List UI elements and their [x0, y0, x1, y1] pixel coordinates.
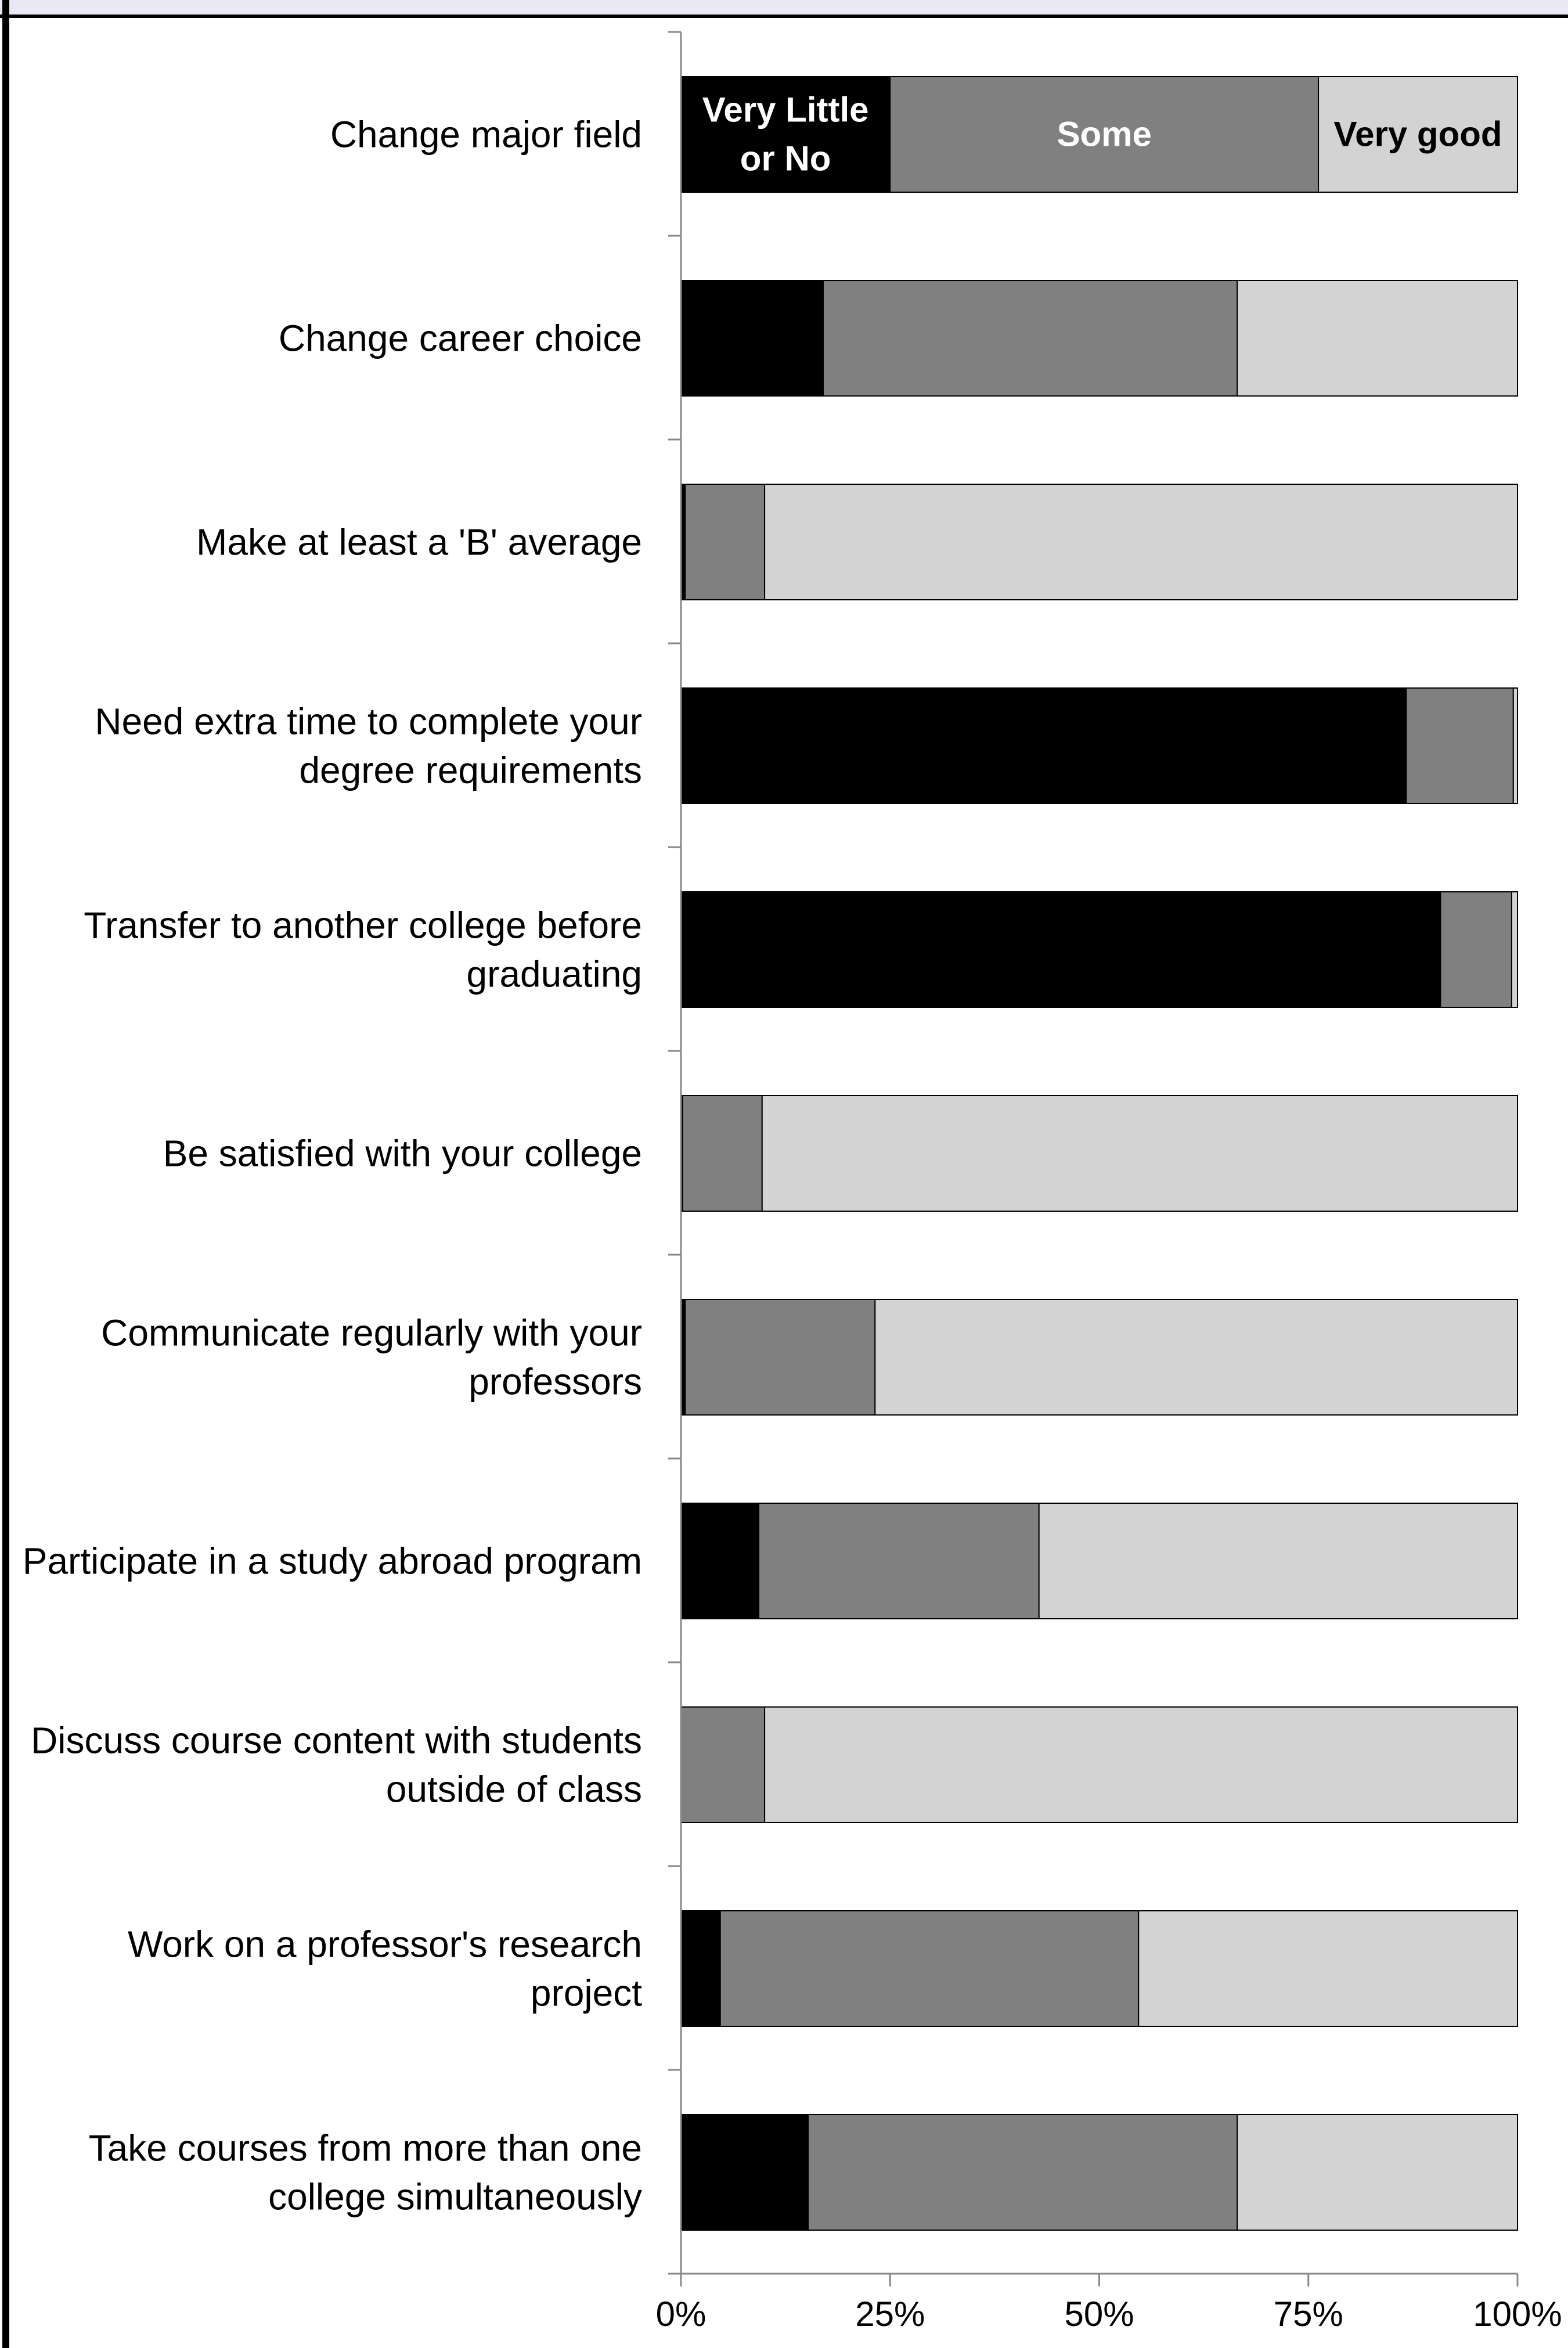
bar-segment [680, 2114, 809, 2231]
bar-segment [1237, 280, 1518, 397]
top-header-strip [0, 0, 1568, 16]
bar-segment [808, 2114, 1238, 2231]
series-label: Some [1057, 115, 1151, 154]
x-tick-label: 75% [1274, 2295, 1343, 2333]
category-label: Need extra time to complete your [95, 701, 642, 743]
bar-segment [764, 484, 1518, 600]
bar-segment [680, 891, 1441, 1008]
x-tick-label: 0% [656, 2295, 706, 2333]
category-label: college simultaneously [268, 2176, 642, 2218]
category-label: professors [468, 1361, 642, 1403]
bar-segment [719, 1910, 1140, 2027]
bar-segment [764, 1706, 1518, 1823]
x-tick-label: 50% [1064, 2295, 1134, 2333]
bar-segment [874, 1299, 1518, 1416]
bar-segment [680, 1503, 760, 1619]
category-label: graduating [467, 953, 642, 995]
x-tick-label: 100% [1473, 2295, 1562, 2333]
category-label: Change major field [330, 114, 642, 156]
bar-segment [680, 280, 824, 397]
series-label: Very good [1333, 115, 1502, 154]
bar-segment [684, 484, 766, 600]
category-label: Take courses from more than one [89, 2127, 642, 2169]
bar-segment [761, 1095, 1518, 1212]
series-label: Very Little [702, 91, 869, 129]
bar-segment [1440, 891, 1512, 1008]
category-label: outside of class [386, 1769, 642, 1810]
chart-plot-area: Very Little or No Some Very good Change majo… [23, 31, 1562, 2333]
bar-segment [1138, 1910, 1519, 2027]
bar-segment [758, 1503, 1040, 1619]
bar-segment [680, 687, 1407, 804]
category-label: Be satisfied with your college [163, 1133, 642, 1175]
bar-segment [1512, 687, 1518, 804]
bar-segment [682, 1095, 763, 1212]
category-label: Transfer to another college before [84, 905, 642, 946]
bar-segment [1405, 687, 1514, 804]
category-label: Communicate regularly with your [101, 1312, 642, 1354]
category-label: Participate in a study abroad program [23, 1540, 642, 1582]
bar-segment [680, 1706, 766, 1823]
bar-segment [822, 280, 1238, 397]
category-label: degree requirements [299, 750, 642, 791]
bar-segment [1038, 1503, 1519, 1619]
bar-segment [889, 76, 1320, 193]
series-label: or No [740, 139, 831, 178]
bar-segment [680, 1910, 721, 2027]
category-label: Work on a professor's research [128, 1924, 642, 1965]
bar-segment [1511, 891, 1519, 1008]
bar-segment [1237, 2114, 1518, 2231]
x-tick-label: 25% [855, 2295, 925, 2333]
bar-segment [684, 1299, 876, 1416]
category-label: project [531, 1972, 642, 2014]
category-label: Discuss course content with students [31, 1720, 642, 1762]
category-label: Make at least a 'B' average [196, 521, 642, 563]
bar-segment [1318, 76, 1518, 193]
category-label: Change career choice [279, 318, 642, 359]
